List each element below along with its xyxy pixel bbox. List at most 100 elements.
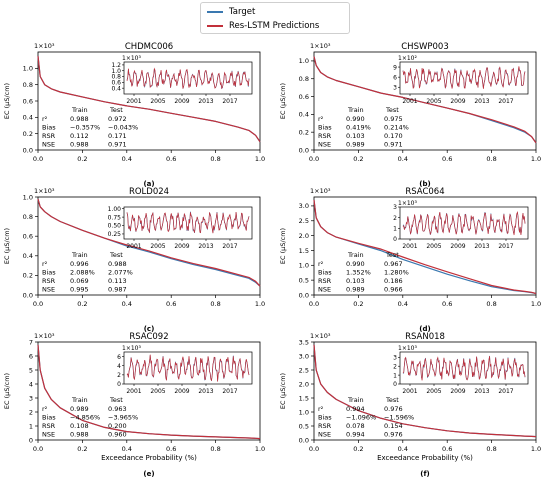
x-tick-label: 0.2 xyxy=(353,445,363,453)
inset-y-tick-label: 1 xyxy=(393,226,397,233)
y-multiplier: 1×10³ xyxy=(34,332,55,340)
inset-x-tick-label: 2017 xyxy=(498,98,513,105)
stats-test-value: 0.987 xyxy=(108,286,127,294)
stats-train-value: 0.989 xyxy=(346,141,365,149)
y-axis-label: EC (μS/cm) xyxy=(3,373,11,409)
stats-header: Train xyxy=(71,251,88,259)
x-tick-label: 0.8 xyxy=(486,300,496,308)
stats-train-value: −4.856% xyxy=(70,414,100,422)
stats-test-value: 0.170 xyxy=(384,132,403,140)
stats-test-value: 0.975 xyxy=(384,115,403,123)
chart-panel: RSAC092 1×10³ EC (μS/cm) 0 1 2 3 4 5 6 7 0.0 0.2 0.4 0… xyxy=(3,332,265,478)
x-tick-label: 0.2 xyxy=(77,445,87,453)
y-tick-label: 2.5 xyxy=(299,217,309,225)
inset-x-tick-label: 2009 xyxy=(450,388,465,395)
stats-train-value: 0.995 xyxy=(70,286,89,294)
inset-frame xyxy=(399,351,529,385)
panel-letter: (c) xyxy=(144,325,155,333)
y-axis-label: EC (μS/cm) xyxy=(279,373,287,409)
stats-train-value: 0.990 xyxy=(346,115,365,123)
stats-header: Train xyxy=(347,251,364,259)
inset-plot: 1×10³ 0 1 23 2001 2005 2009 2013 2017 xyxy=(393,345,529,395)
y-tick-label: 4 xyxy=(29,380,33,388)
x-tick-label: 0.2 xyxy=(77,300,87,308)
stats-train-value: 0.112 xyxy=(70,132,89,140)
x-tick-label: 0.2 xyxy=(77,155,87,163)
series-line xyxy=(37,198,261,287)
stats-train-value: 0.078 xyxy=(346,422,365,430)
y-tick-label: 1.0 xyxy=(23,193,33,201)
x-tick-label: 0.0 xyxy=(33,155,43,163)
x-tick-label: 0.6 xyxy=(166,300,176,308)
y-multiplier: 1×10³ xyxy=(310,332,331,340)
chart-panel: RSAC064 1×10³ EC (μS/cm) 0.0 0.5 1.0 1.5 2.0 2.5… xyxy=(279,187,541,333)
inset-x-tick-label: 2013 xyxy=(198,98,213,105)
inset-multiplier: 1×10³ xyxy=(122,55,141,62)
inset-y-tick-label: 0.75 xyxy=(108,214,122,221)
x-tick-label: 1.0 xyxy=(531,445,541,453)
x-tick-label: 0.2 xyxy=(353,155,363,163)
stats-test-value: 0.214% xyxy=(384,124,409,132)
x-tick-label: 0.8 xyxy=(486,155,496,163)
inset-y-tick-label: 3 xyxy=(393,204,397,211)
x-tick-label: 0.0 xyxy=(33,300,43,308)
y-tick-label: 1.0 xyxy=(299,262,309,270)
inset-y-tick-label: 0.6 xyxy=(111,80,121,87)
inset-y-tick-label: 3 xyxy=(393,355,397,362)
inset-y-tick-label: 0 xyxy=(117,381,121,388)
stats-name: r² xyxy=(318,115,324,123)
inset-x-tick-label: 2001 xyxy=(126,98,141,105)
x-axis-label: Exceedance Probability (%) xyxy=(377,454,473,462)
stats-test-value: 0.976 xyxy=(384,431,403,439)
inset-x-tick-label: 2013 xyxy=(474,388,489,395)
stats-train-value: 1.352% xyxy=(346,269,371,277)
x-tick-label: 0.8 xyxy=(210,155,220,163)
stats-test-value: 0.186 xyxy=(384,277,403,285)
series-line xyxy=(313,56,537,144)
y-tick-label: 3.0 xyxy=(299,352,309,360)
stats-header: Train xyxy=(347,106,364,114)
stats-train-value: 2.088% xyxy=(70,269,95,277)
inset-y-tick-label: 1.00 xyxy=(108,206,122,213)
stats-train-value: 0.994 xyxy=(346,405,365,413)
inset-x-tick-label: 2005 xyxy=(150,243,165,250)
y-tick-label: 0.5 xyxy=(299,276,309,284)
inset-x-tick-label: 2017 xyxy=(222,243,237,250)
x-axis-label: Exceedance Probability (%) xyxy=(101,454,197,462)
inset-y-tick-label: 9 xyxy=(393,64,397,71)
stats-train-value: 0.069 xyxy=(70,277,89,285)
inset-frame xyxy=(399,61,529,95)
y-tick-label: 0.8 xyxy=(299,75,309,83)
inset-x-tick-label: 2013 xyxy=(474,243,489,250)
stats-header: Train xyxy=(71,396,88,404)
y-tick-label: 0.8 xyxy=(23,213,33,221)
y-tick-label: 1 xyxy=(29,422,33,430)
plot-frame xyxy=(313,341,537,441)
chart-panel: ROLD024 1×10³ EC (μS/cm) 0.0 0.2 0.4 0.6 0.8 1.0… xyxy=(3,187,265,333)
y-tick-label: 0.4 xyxy=(23,114,33,122)
stats-name: Bias xyxy=(318,269,332,277)
stats-name: Bias xyxy=(42,414,56,422)
x-tick-label: 1.0 xyxy=(255,155,265,163)
chart-title: CHSWP003 xyxy=(401,42,448,52)
inset-x-tick-label: 2005 xyxy=(426,98,441,105)
legend-swatch-target xyxy=(207,10,223,13)
y-multiplier: 1×10³ xyxy=(34,42,55,50)
inset-multiplier: 1×10³ xyxy=(122,345,141,352)
panel-letter: (e) xyxy=(143,470,154,478)
inset-x-tick-label: 2005 xyxy=(150,98,165,105)
stats-train-value: 0.996 xyxy=(70,260,89,268)
stats-name: r² xyxy=(318,260,324,268)
inset-x-tick-label: 2001 xyxy=(126,388,141,395)
series-line xyxy=(37,344,261,440)
chart-title: RSAC092 xyxy=(129,332,168,342)
stats-header: Test xyxy=(109,251,123,259)
y-tick-label: 1.0 xyxy=(23,65,33,73)
y-axis-label: EC (μS/cm) xyxy=(3,83,11,119)
inset-y-tick-label: 0.50 xyxy=(108,223,122,230)
inset-plot: 1×10² 3 6 9 2001 2005 2009 2013 2017 xyxy=(393,55,529,105)
x-tick-label: 0.6 xyxy=(442,445,452,453)
stats-name: Bias xyxy=(42,269,56,277)
stats-name: r² xyxy=(318,405,324,413)
chart-title: ROLD024 xyxy=(129,187,169,197)
